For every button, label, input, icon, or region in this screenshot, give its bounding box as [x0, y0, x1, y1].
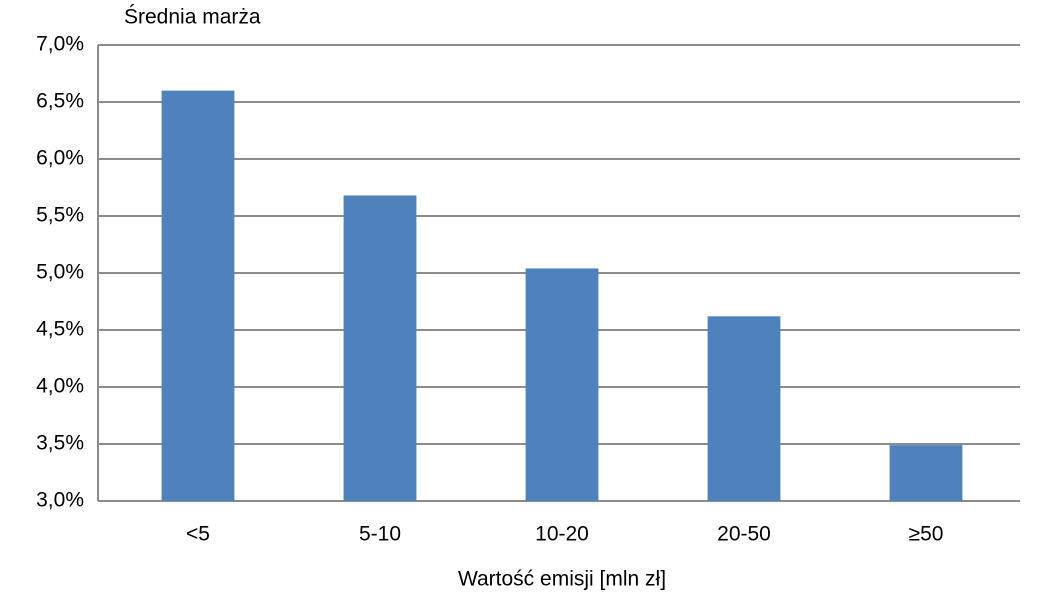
- x-tick-label: 20-50: [717, 523, 771, 546]
- x-tick-label: 10-20: [535, 523, 589, 546]
- y-tick-label: 4,5%: [36, 318, 84, 341]
- x-axis-title: Wartość emisji [mln zł]: [458, 568, 666, 591]
- y-tick-label: 5,0%: [36, 261, 84, 284]
- y-tick-label: 6,5%: [36, 90, 84, 113]
- y-axis-title: Średnia marża: [124, 5, 261, 29]
- y-tick-label: 3,5%: [36, 432, 84, 455]
- y-tick-label: 7,0%: [36, 33, 84, 56]
- bar: [161, 90, 235, 501]
- y-tick-label: 6,0%: [36, 147, 84, 170]
- y-tick-label: 5,5%: [36, 204, 84, 227]
- x-tick-label: <5: [186, 523, 210, 546]
- bar: [343, 195, 417, 502]
- bar: [525, 268, 599, 501]
- x-tick-label: ≥50: [909, 523, 944, 546]
- y-tick-label: 4,0%: [36, 375, 84, 398]
- bar: [707, 316, 781, 501]
- y-tick-label: 3,0%: [36, 489, 84, 512]
- x-tick-label: 5-10: [359, 523, 401, 546]
- bar: [889, 445, 963, 501]
